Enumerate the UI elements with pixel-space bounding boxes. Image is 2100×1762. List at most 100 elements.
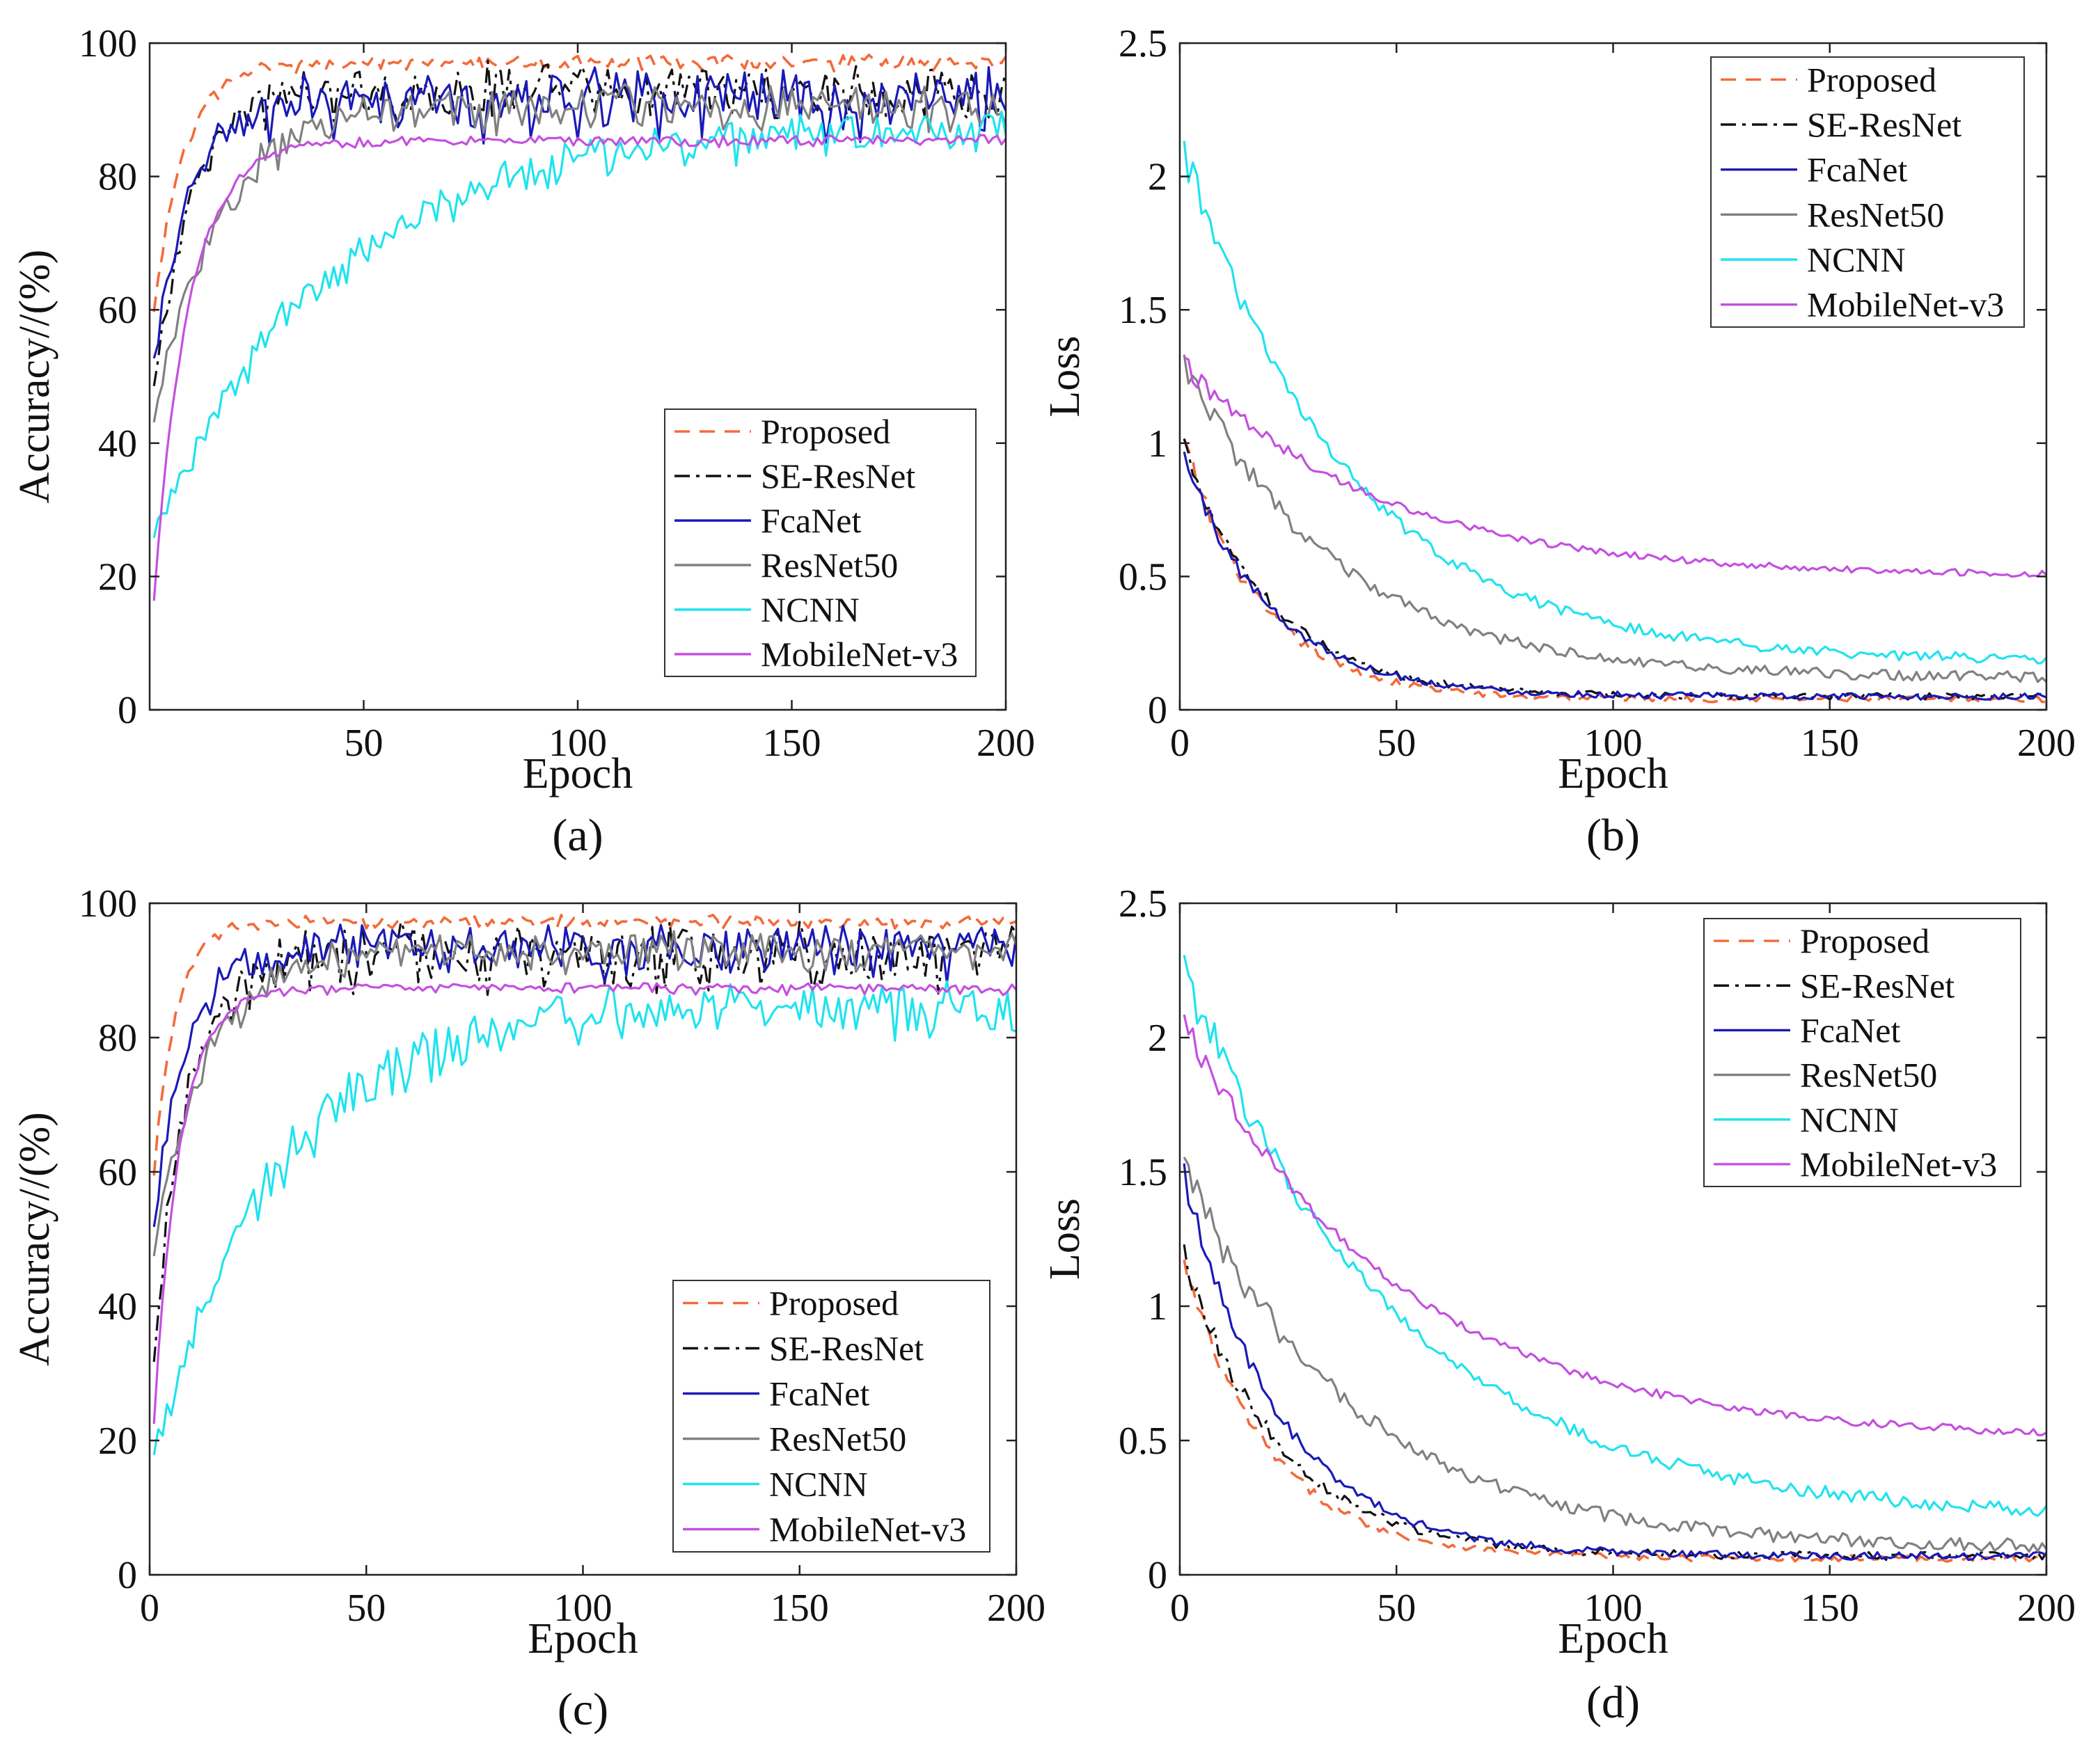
y-tick-label: 20 bbox=[98, 555, 137, 598]
y-tick-label: 0 bbox=[1148, 1554, 1167, 1597]
panel-a: 50 100 150 200020406080100EpochAccuracy//(%… bbox=[11, 22, 1035, 861]
y-tick-label: 1 bbox=[1148, 422, 1167, 466]
y-tick-label: 0.5 bbox=[1119, 1420, 1167, 1463]
y-tick-label: 100 bbox=[79, 882, 137, 926]
legend-entry: FcaNet bbox=[769, 1374, 869, 1413]
legend-entry: FcaNet bbox=[761, 501, 861, 540]
y-tick-label: 40 bbox=[98, 1285, 137, 1328]
y-tick-label: 2 bbox=[1148, 156, 1167, 199]
legend-entry: ResNet50 bbox=[761, 546, 898, 585]
panel-label: (a) bbox=[552, 810, 603, 861]
x-tick-label: 100 bbox=[1584, 722, 1643, 765]
panel-d: 0 50 100 150 200 0 0.5 1 1.5 2 2.5 Epoch Loss (d) Prop… bbox=[1041, 882, 2076, 1728]
x-tick-label: 0 bbox=[140, 1587, 159, 1630]
y-tick-label: 2.5 bbox=[1119, 882, 1167, 926]
x-tick-label: 50 bbox=[1377, 1587, 1416, 1630]
legend-entry: NCNN bbox=[769, 1465, 868, 1504]
series-line-resnet50 bbox=[1183, 354, 2046, 683]
x-tick-label: 100 bbox=[548, 722, 607, 765]
x-axis-title: Epoch bbox=[523, 750, 633, 797]
series-group bbox=[152, 914, 1016, 1456]
y-tick-label: 20 bbox=[98, 1420, 137, 1463]
legend-entry: SE-ResNet bbox=[769, 1329, 924, 1368]
series-group bbox=[1183, 141, 2046, 704]
series-line-ncnn bbox=[152, 110, 1006, 539]
legend-entry: NCNN bbox=[1807, 240, 1906, 279]
series-line-proposed bbox=[152, 54, 1006, 312]
panel-b: 0 50 100 150 200 0 0.5 1 1.5 2 2.5 Epoch Loss (b) Prop… bbox=[1041, 22, 2076, 861]
series-line-se-resnet bbox=[152, 920, 1016, 1363]
y-tick-label: 2.5 bbox=[1119, 22, 1167, 65]
x-tick-label: 150 bbox=[763, 722, 821, 765]
x-tick-label: 100 bbox=[554, 1587, 613, 1630]
x-tick-label: 200 bbox=[2017, 722, 2076, 765]
y-tick-label: 60 bbox=[98, 289, 137, 332]
legend-entry: SE-ResNet bbox=[1800, 966, 1955, 1005]
series-line-fcanet bbox=[1183, 1163, 2046, 1562]
legend-entry: FcaNet bbox=[1800, 1010, 1900, 1049]
legend-box bbox=[672, 1280, 990, 1553]
x-tick-label: 200 bbox=[2017, 1587, 2076, 1630]
y-tick-label: 80 bbox=[98, 156, 137, 199]
legend-box bbox=[1710, 56, 2025, 328]
y-axis-title: Loss bbox=[1041, 335, 1089, 417]
x-tick-label: 50 bbox=[345, 722, 384, 765]
legend: Proposed SE-ResNet FcaNet ResNet50 NCNN Mobil… bbox=[664, 408, 977, 677]
x-tick-label: 200 bbox=[977, 722, 1035, 765]
series-line-fcanet bbox=[152, 65, 1006, 359]
legend: Proposed SE-ResNet FcaNet ResNet50 NCNN Mobil… bbox=[672, 1280, 990, 1553]
series-group bbox=[152, 54, 1006, 601]
legend: Proposed SE-ResNet FcaNet ResNet50 NCNN Mobil… bbox=[1710, 56, 2025, 328]
y-tick-label: 1.5 bbox=[1119, 289, 1167, 332]
x-tick-label: 200 bbox=[987, 1587, 1045, 1630]
series-line-ncnn bbox=[1183, 141, 2046, 665]
legend-entry: Proposed bbox=[1807, 60, 1936, 99]
x-tick-label: 50 bbox=[347, 1587, 386, 1630]
x-tick-label: 0 bbox=[1170, 722, 1190, 765]
legend-entry: SE-ResNet bbox=[761, 457, 915, 495]
legend-box bbox=[664, 408, 977, 677]
y-tick-label: 0 bbox=[118, 1554, 137, 1597]
panel-label: (b) bbox=[1586, 810, 1640, 861]
y-axis-title: Loss bbox=[1041, 1198, 1089, 1280]
x-tick-label: 150 bbox=[1801, 722, 1859, 765]
y-tick-label: 0.5 bbox=[1119, 555, 1167, 598]
series-line-mobilenet-v3 bbox=[152, 982, 1016, 1424]
x-tick-label: 50 bbox=[1377, 722, 1416, 765]
series-line-fcanet bbox=[152, 923, 1016, 1228]
series-line-resnet50 bbox=[152, 83, 1006, 422]
y-tick-label: 1.5 bbox=[1119, 1151, 1167, 1194]
x-tick-label: 0 bbox=[1170, 1587, 1190, 1630]
legend-entry: MobileNet-v3 bbox=[1807, 285, 2004, 324]
series-line-resnet50 bbox=[1183, 1157, 2046, 1553]
legend-entry: MobileNet-v3 bbox=[769, 1510, 966, 1549]
series-line-mobilenet-v3 bbox=[1183, 356, 2046, 578]
x-axis-title: Epoch bbox=[528, 1615, 638, 1662]
y-tick-label: 0 bbox=[118, 689, 137, 732]
y-tick-label: 80 bbox=[98, 1017, 137, 1060]
y-tick-label: 1 bbox=[1148, 1285, 1167, 1328]
series-line-mobilenet-v3 bbox=[152, 134, 1006, 601]
legend-entry: FcaNet bbox=[1807, 150, 1907, 189]
x-tick-label: 100 bbox=[1584, 1587, 1643, 1630]
legend-entry: MobileNet-v3 bbox=[1800, 1145, 1997, 1184]
legend-entry: NCNN bbox=[761, 590, 860, 629]
legend-entry: Proposed bbox=[769, 1284, 899, 1323]
y-tick-label: 60 bbox=[98, 1151, 137, 1194]
series-line-mobilenet-v3 bbox=[1183, 1014, 2046, 1436]
y-axis-title: Accuracy//(%) bbox=[11, 1112, 58, 1366]
panel-label: (c) bbox=[558, 1684, 608, 1735]
legend-entry: Proposed bbox=[1800, 921, 1929, 960]
series-line-proposed bbox=[152, 914, 1016, 1176]
x-tick-label: 150 bbox=[1801, 1587, 1859, 1630]
x-tick-label: 150 bbox=[771, 1587, 829, 1630]
legend-box bbox=[1703, 918, 2021, 1187]
legend-entry: NCNN bbox=[1800, 1100, 1899, 1139]
legend: Proposed SE-ResNet FcaNet ResNet50 NCNN Mobil… bbox=[1703, 918, 2021, 1187]
legend-entry: SE-ResNet bbox=[1807, 105, 1961, 144]
legend-entry: ResNet50 bbox=[1800, 1056, 1937, 1095]
y-tick-label: 40 bbox=[98, 422, 137, 466]
panel-label: (d) bbox=[1586, 1677, 1640, 1728]
legend-entry: MobileNet-v3 bbox=[761, 635, 958, 674]
y-tick-label: 2 bbox=[1148, 1017, 1167, 1060]
